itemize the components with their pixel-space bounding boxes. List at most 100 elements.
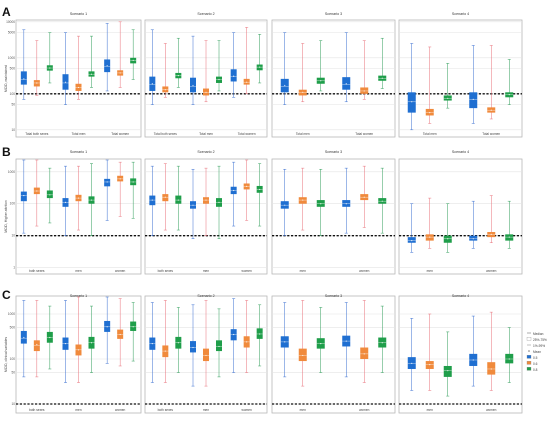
facet-title: Scenario 3 xyxy=(325,150,342,154)
y-tick-label: 1000 xyxy=(8,170,15,174)
y-tick-label: 50 xyxy=(11,103,15,107)
box-series-0.5 xyxy=(62,300,69,383)
mean-marker xyxy=(472,359,474,361)
mean-marker xyxy=(490,368,492,370)
box-series-0.6 xyxy=(298,300,307,387)
mean-marker xyxy=(77,86,80,89)
mean-marker xyxy=(90,199,93,201)
mean-marker xyxy=(345,83,347,85)
y-tick-label: 50 xyxy=(11,371,15,375)
mean-marker xyxy=(320,80,322,82)
box-series-0.5 xyxy=(342,167,351,234)
mean-marker xyxy=(106,326,108,328)
mean-marker xyxy=(447,370,449,372)
mean-marker xyxy=(49,194,51,196)
box-series-0.5 xyxy=(104,159,111,221)
box-series-0.6 xyxy=(425,313,434,391)
box-series-0.6 xyxy=(203,40,209,103)
box-series-0.6 xyxy=(243,27,250,95)
legend-swatch xyxy=(528,350,530,352)
panel-letter: C xyxy=(2,288,11,302)
category-label: women xyxy=(115,269,126,273)
mean-marker xyxy=(363,90,365,92)
mean-marker xyxy=(363,196,365,198)
y-tick-label: 1000 xyxy=(8,56,15,60)
facet-scenario-1: Scenario 1 both sexes men women xyxy=(15,150,142,275)
box-series-0.6 xyxy=(33,40,40,96)
mean-marker xyxy=(205,354,207,357)
category-label: both sexes xyxy=(29,408,45,412)
category-label: Total men xyxy=(72,132,86,136)
facet-scenario-4: Scenario 4 men women xyxy=(398,294,523,414)
box-series-0.6 xyxy=(75,296,82,383)
mean-marker xyxy=(164,196,166,198)
mean-marker xyxy=(302,354,304,357)
box-series-0.5 xyxy=(342,302,351,378)
box-series-0.8 xyxy=(175,37,182,88)
y-tick-label: 100 xyxy=(10,92,16,96)
box-series-0.8 xyxy=(378,167,387,234)
box-series-0.6 xyxy=(243,159,250,221)
facet-title: Scenario 4 xyxy=(452,294,469,298)
y-axis-label: MCID, maintained xyxy=(4,65,8,92)
category-label: women xyxy=(242,408,253,412)
category-label: Total men xyxy=(199,132,213,136)
category-label: Total women xyxy=(111,132,129,136)
legend-mean-label: Mean xyxy=(533,350,541,354)
mean-marker xyxy=(151,83,153,85)
box-series-0.8 xyxy=(316,168,325,236)
box-series-0.8 xyxy=(256,34,263,84)
legend-range-label: 1%-99% xyxy=(533,344,545,348)
y-tick-label: 500 xyxy=(10,67,16,71)
box-series-0.8 xyxy=(443,63,452,109)
legend-swatch xyxy=(526,337,532,341)
box-series-0.8 xyxy=(216,165,222,240)
box-series-0.5 xyxy=(230,161,237,227)
box-series-0.8 xyxy=(505,59,514,105)
mean-marker xyxy=(233,75,235,77)
box-series-0.6 xyxy=(75,35,82,100)
facet-frame xyxy=(271,19,396,138)
mean-marker xyxy=(233,333,235,336)
box-series-0.6 xyxy=(33,159,40,227)
mean-marker xyxy=(36,190,38,192)
category-label: Total both sexes xyxy=(25,132,48,136)
category-label: women xyxy=(486,269,497,273)
category-label: Total women xyxy=(238,132,256,136)
category-label: both sexes xyxy=(158,408,174,412)
legend-swatch xyxy=(526,361,532,365)
box-series-0.8 xyxy=(46,305,53,370)
y-tick-label: 5000 xyxy=(8,31,15,35)
box-series-0.8 xyxy=(505,327,514,383)
legend-iqr-label: 25%-75% xyxy=(533,338,547,342)
mean-marker xyxy=(205,199,207,201)
box-series-0.5 xyxy=(230,298,237,373)
box-series-0.8 xyxy=(88,163,95,236)
mean-marker xyxy=(284,341,286,343)
mean-marker xyxy=(151,342,153,345)
box-series-0.8 xyxy=(88,305,95,373)
facet-scenario-2: Scenario 2 both sexes men women xyxy=(144,150,268,275)
y-axis-label: MCID, Higher attrition xyxy=(4,200,8,233)
y-tick-label: 10 xyxy=(11,128,15,132)
box-series-0.8 xyxy=(130,302,137,362)
box-series-0.6 xyxy=(487,195,496,244)
facet-title: Scenario 1 xyxy=(70,294,87,298)
y-tick-label: 1000 xyxy=(8,312,15,316)
box-iqr xyxy=(230,69,237,82)
category-label: men xyxy=(427,269,433,273)
mean-marker xyxy=(151,199,153,201)
mean-marker xyxy=(77,349,80,351)
box-series-0.8 xyxy=(175,307,182,373)
box-iqr xyxy=(360,347,369,359)
mean-marker xyxy=(218,78,220,81)
y-tick-label: 10 xyxy=(11,234,15,238)
mean-marker xyxy=(259,188,261,191)
mean-marker xyxy=(302,91,304,93)
mean-marker xyxy=(259,333,261,335)
facet-scenario-1: Scenario 1 Total both sexes Total men Total… xyxy=(15,12,142,138)
mean-marker xyxy=(218,345,220,348)
box-series-0.8 xyxy=(130,161,137,219)
mean-marker xyxy=(119,333,121,336)
